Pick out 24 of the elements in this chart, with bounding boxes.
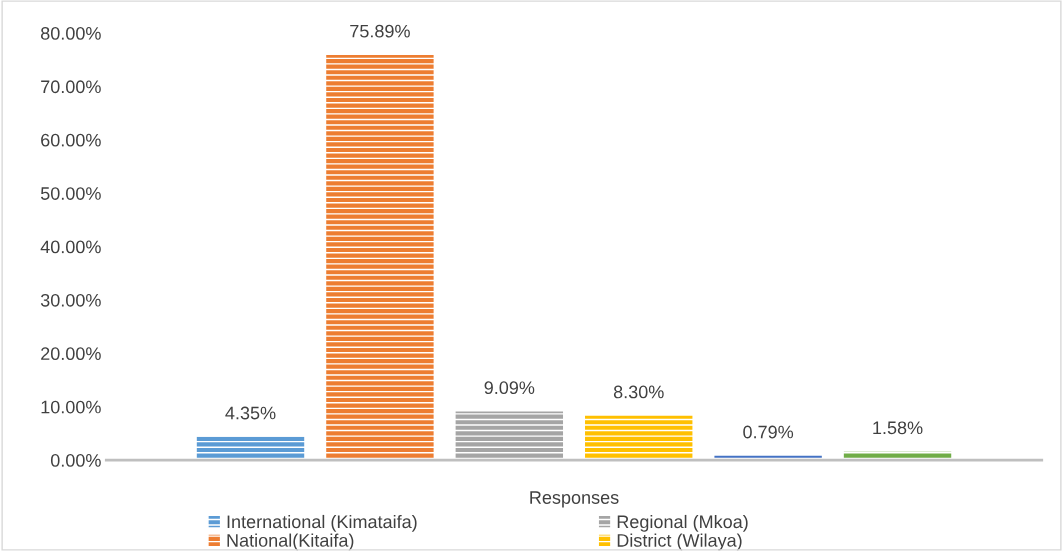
y-tick-label: 60.00% — [41, 133, 101, 147]
data-label: 75.89% — [350, 24, 410, 38]
legend-label: International (Kimataifa) — [227, 514, 417, 532]
legend-label: Regional (Mkoa) — [617, 514, 748, 532]
bar — [455, 411, 564, 461]
x-tick-label: Responses — [530, 491, 619, 508]
data-label: 4.35% — [225, 406, 276, 420]
y-tick-label: 10.00% — [41, 400, 101, 414]
bar — [326, 55, 434, 461]
legend-label: District (Wilaya) — [617, 533, 742, 551]
data-label: 8.30% — [613, 385, 664, 399]
y-tick-label: 40.00% — [40, 240, 101, 254]
bar — [585, 415, 693, 461]
y-tick-label: 30.00% — [40, 293, 101, 307]
y-tick-label: 70.00% — [41, 80, 101, 94]
y-tick-label: 20.00% — [41, 347, 101, 361]
y-tick-label: 0.00% — [50, 454, 101, 467]
y-tick-label: 50.00% — [40, 187, 101, 200]
bar — [196, 436, 305, 461]
legend-label: National(Kitaifa) — [227, 533, 354, 551]
data-label: 1.58% — [873, 421, 923, 435]
data-label: 9.09% — [484, 381, 535, 395]
data-label: 0.79% — [743, 425, 794, 439]
y-tick-label: 80.00% — [40, 26, 101, 40]
